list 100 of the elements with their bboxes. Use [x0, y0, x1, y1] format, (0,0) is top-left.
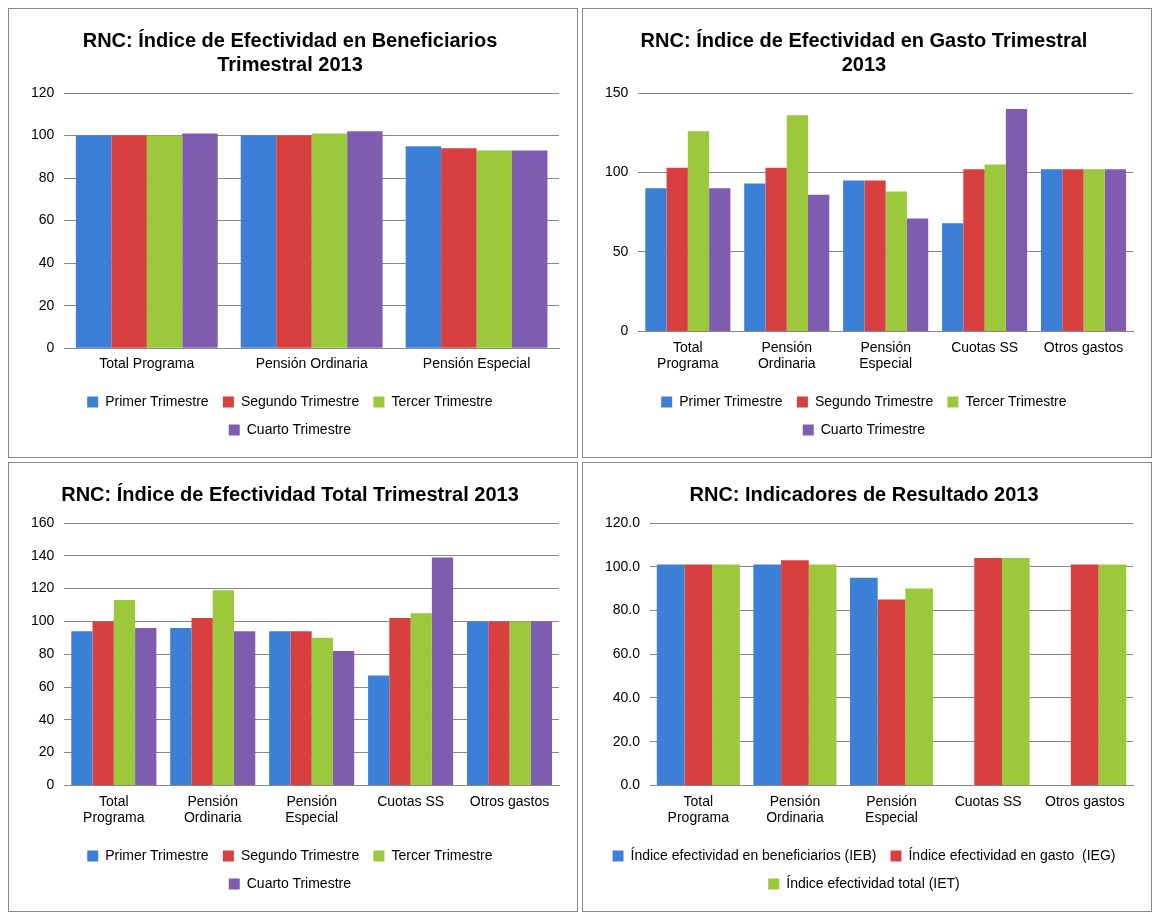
bar	[146, 135, 183, 348]
x-tick-label: Pensión Especial	[859, 338, 913, 372]
x-tick-label: Total Programa	[83, 792, 145, 826]
bar	[476, 150, 513, 348]
x-tick-label: Cuotas SS	[951, 338, 1019, 355]
bar	[808, 564, 837, 785]
bar	[1001, 557, 1030, 785]
bar	[656, 564, 685, 785]
y-tick-label: 100	[605, 163, 629, 180]
y-tick-label: 0	[46, 339, 55, 356]
bar	[864, 180, 886, 331]
bar	[744, 183, 766, 331]
x-tick-label: Pensión Ordinaria	[183, 792, 242, 826]
bar	[389, 618, 411, 785]
x-tick-label: Pensión Especial	[285, 792, 339, 826]
bar	[71, 631, 93, 785]
legend-label: Índice efectividad total (IET)	[786, 874, 960, 891]
y-tick-label: 0	[46, 776, 55, 793]
chart-title: RNC: Índice de Efectividad en Gasto Trimestral 2013	[640, 28, 1088, 75]
bar	[269, 631, 291, 785]
legend-label: Cuarto Trimestre	[246, 420, 352, 437]
bar	[687, 131, 710, 331]
bar	[311, 637, 333, 785]
y-tick-label: 120	[31, 83, 55, 100]
bar	[311, 133, 348, 348]
y-tick-label: 80	[38, 168, 55, 185]
bar	[712, 564, 740, 785]
bar	[1041, 169, 1063, 331]
y-tick-label: 40.0	[612, 688, 641, 705]
x-tick-label: Total Programa	[657, 338, 719, 372]
legend-label: Cuarto Trimestre	[246, 874, 352, 891]
legend-label: Primer Trimestre	[105, 392, 209, 409]
legend-label: Tercer Trimestre	[965, 392, 1067, 409]
bar	[808, 194, 830, 331]
bar	[684, 564, 713, 785]
legend-label: Primer Trimestre	[105, 846, 209, 863]
bar	[368, 675, 390, 785]
bar	[1098, 564, 1127, 785]
bar	[666, 167, 688, 331]
y-tick-label: 0.0	[620, 776, 641, 793]
bar	[75, 135, 112, 348]
bar	[645, 188, 667, 331]
y-tick-label: 50	[612, 242, 629, 259]
bar	[974, 557, 1002, 785]
y-tick-label: 20	[38, 296, 55, 313]
x-tick-label: Pensión Ordinaria	[255, 355, 368, 372]
x-tick-label: Pensión Ordinaria	[757, 338, 816, 372]
bar	[92, 621, 114, 785]
bar	[1104, 169, 1127, 331]
bar	[290, 631, 312, 785]
x-tick-label: Otros gastos	[1043, 338, 1124, 355]
y-tick-label: 100.0	[604, 557, 641, 574]
x-tick-label: Otros gastos	[1045, 792, 1125, 809]
chart-title: RNC: Índice de Efectividad en Beneficiarios Trimestral 2013	[82, 28, 498, 75]
bar	[441, 148, 477, 348]
bar	[182, 133, 218, 348]
legend-label: Índice efectividad en gasto (IEG)	[908, 846, 1116, 863]
y-tick-label: 120.0	[604, 513, 641, 530]
bar	[276, 135, 312, 348]
x-tick-label: Pensión Ordinaria	[766, 792, 824, 826]
y-tick-label: 100	[31, 126, 55, 143]
bar	[1005, 108, 1028, 331]
bar	[1083, 169, 1105, 331]
x-tick-label: Total Programa	[667, 792, 730, 826]
y-tick-label: 20.0	[612, 732, 641, 749]
legend-label: Segundo Trimestre	[814, 392, 934, 409]
chart-title: RNC: Índice de Efectividad Total Trimestral 2013	[61, 482, 519, 505]
bar	[984, 164, 1006, 331]
y-tick-label: 100	[31, 612, 55, 629]
bar	[512, 150, 548, 348]
legend-label: Primer Trimestre	[679, 392, 783, 409]
bar	[431, 557, 454, 785]
bar	[530, 621, 553, 785]
bar	[191, 618, 213, 785]
bar	[906, 218, 929, 331]
bar	[942, 223, 964, 331]
bar	[877, 599, 906, 785]
bar	[234, 631, 256, 785]
bar	[113, 600, 136, 785]
bar	[905, 588, 934, 785]
y-tick-label: 60.0	[612, 645, 641, 662]
y-tick-label: 80	[38, 645, 55, 662]
bar	[135, 627, 157, 785]
legend-label: Segundo Trimestre	[240, 846, 360, 863]
bar	[509, 621, 531, 785]
bar	[405, 146, 442, 348]
bar	[410, 613, 432, 785]
bar	[786, 115, 809, 331]
bar	[709, 188, 731, 331]
bar	[1062, 169, 1084, 331]
bar	[488, 621, 510, 785]
y-tick-label: 60	[38, 211, 55, 228]
y-tick-label: 160	[31, 513, 55, 530]
bar	[347, 131, 383, 348]
y-tick-label: 40	[38, 253, 55, 270]
legend-label: Índice efectividad en beneficiarios (IEB)	[630, 846, 877, 863]
bar	[240, 135, 277, 348]
bar	[467, 621, 489, 785]
y-tick-label: 40	[38, 710, 55, 727]
legend-label: Cuarto Trimestre	[820, 420, 926, 437]
